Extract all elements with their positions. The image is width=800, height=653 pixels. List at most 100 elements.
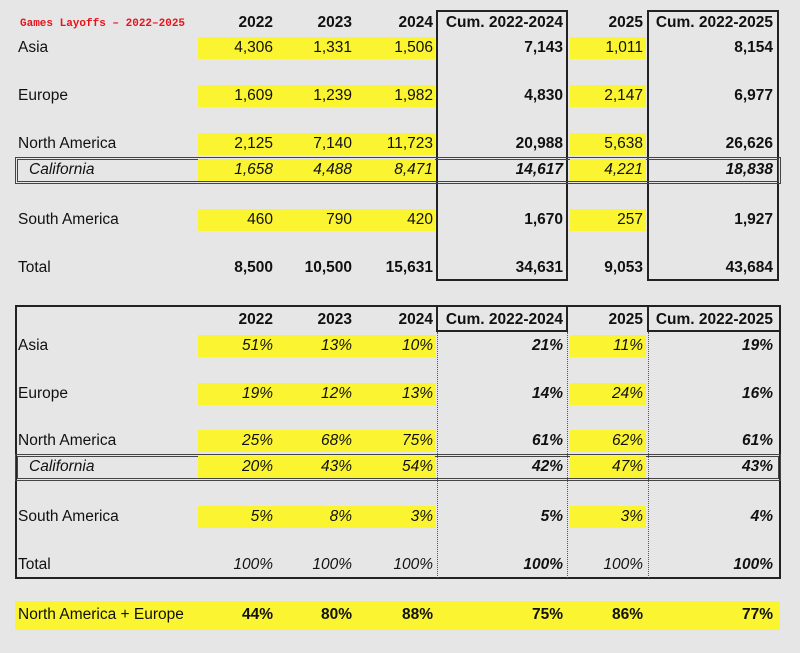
cell: 14%	[531, 385, 563, 402]
highlight	[570, 383, 646, 405]
cell: 5%	[250, 508, 273, 525]
row-label: North America	[18, 135, 117, 152]
cell: 20%	[241, 458, 273, 475]
cell: 44%	[241, 606, 273, 623]
column-header: Cum. 2022-2024	[445, 311, 563, 328]
column-header: 2023	[317, 14, 352, 31]
highlight	[198, 335, 435, 357]
cell: 1,239	[313, 87, 352, 104]
cell: 43%	[741, 458, 773, 475]
cell: 8%	[329, 508, 352, 525]
cell: 1,506	[394, 39, 433, 56]
row-label: South America	[18, 211, 119, 228]
column-header: 2025	[608, 14, 643, 31]
cell: 257	[617, 211, 643, 228]
highlight	[570, 159, 646, 181]
cell: 4,488	[313, 161, 352, 178]
row-label: Europe	[18, 87, 68, 104]
cell: 9,053	[604, 259, 643, 276]
highlight	[198, 37, 435, 59]
cell: 16%	[741, 385, 773, 402]
cell: 1,982	[394, 87, 433, 104]
cell: 20,988	[515, 135, 563, 152]
column-header: Cum. 2022-2025	[655, 14, 773, 31]
cell: 1,670	[524, 211, 563, 228]
cell: 15,631	[385, 259, 433, 276]
cell: 10%	[401, 337, 433, 354]
cell: 3%	[410, 508, 433, 525]
row-label: Total	[18, 556, 51, 573]
cell: 13%	[320, 337, 352, 354]
cell: 6,977	[734, 87, 773, 104]
cell: 100%	[233, 556, 273, 573]
highlight	[198, 159, 435, 181]
cell: 24%	[611, 385, 643, 402]
column-header: 2024	[398, 311, 433, 328]
row-label: California	[29, 458, 95, 475]
highlight	[570, 456, 646, 478]
row-label: North America + Europe	[18, 606, 184, 623]
cell: 10,500	[304, 259, 352, 276]
cell: 14,617	[515, 161, 563, 178]
cell: 4%	[750, 508, 773, 525]
cell: 4,830	[524, 87, 563, 104]
cell: 42%	[531, 458, 563, 475]
highlight	[570, 430, 646, 452]
highlight	[198, 133, 435, 155]
cell: 34,631	[515, 259, 563, 276]
column-header: Cum. 2022-2025	[655, 311, 773, 328]
cell: 1,011	[605, 39, 643, 56]
cell: 4,306	[234, 39, 273, 56]
cell: 3%	[620, 508, 643, 525]
cell: 2,147	[604, 87, 643, 104]
cell: 7,140	[313, 135, 352, 152]
highlight	[198, 506, 435, 528]
cell: 100%	[733, 556, 773, 573]
row-box	[15, 157, 781, 184]
cell: 8,154	[734, 39, 773, 56]
cell: 420	[407, 211, 433, 228]
cell: 47%	[611, 458, 643, 475]
row-label: California	[29, 161, 95, 178]
cell: 18,838	[725, 161, 773, 178]
cell: 5,638	[604, 135, 643, 152]
column-header: 2025	[608, 311, 643, 328]
cell: 1,331	[313, 39, 352, 56]
highlight	[198, 85, 435, 107]
cell: 86%	[611, 606, 643, 623]
cell: 11%	[613, 337, 643, 354]
highlight	[198, 456, 435, 478]
cell: 7,143	[524, 39, 563, 56]
cell: 100%	[312, 556, 352, 573]
cell: 88%	[401, 606, 433, 623]
cell: 43%	[320, 458, 352, 475]
column-header: 2023	[317, 311, 352, 328]
row-label: South America	[18, 508, 119, 525]
highlight	[570, 133, 646, 155]
row-label: Asia	[18, 39, 49, 56]
column-header: Cum. 2022-2024	[445, 14, 563, 31]
cell: 1,658	[234, 161, 273, 178]
cell: 5%	[540, 508, 563, 525]
cell: 8,471	[394, 161, 433, 178]
row-box	[15, 454, 781, 481]
cell: 1,609	[234, 87, 273, 104]
highlight	[570, 85, 646, 107]
cell: 13%	[401, 385, 433, 402]
highlight	[198, 430, 435, 452]
column-header: 2024	[398, 14, 433, 31]
cell: 100%	[523, 556, 563, 573]
cell: 75%	[401, 432, 433, 449]
cell: 8,500	[234, 259, 273, 276]
cell: 100%	[393, 556, 433, 573]
row-label: Europe	[18, 385, 68, 402]
cell: 12%	[320, 385, 352, 402]
cell: 4,221	[604, 161, 643, 178]
header-box	[436, 305, 568, 332]
cell: 75%	[531, 606, 563, 623]
cell: 11,723	[386, 135, 433, 152]
cell: 54%	[401, 458, 433, 475]
highlight	[570, 506, 646, 528]
highlight	[570, 209, 646, 231]
